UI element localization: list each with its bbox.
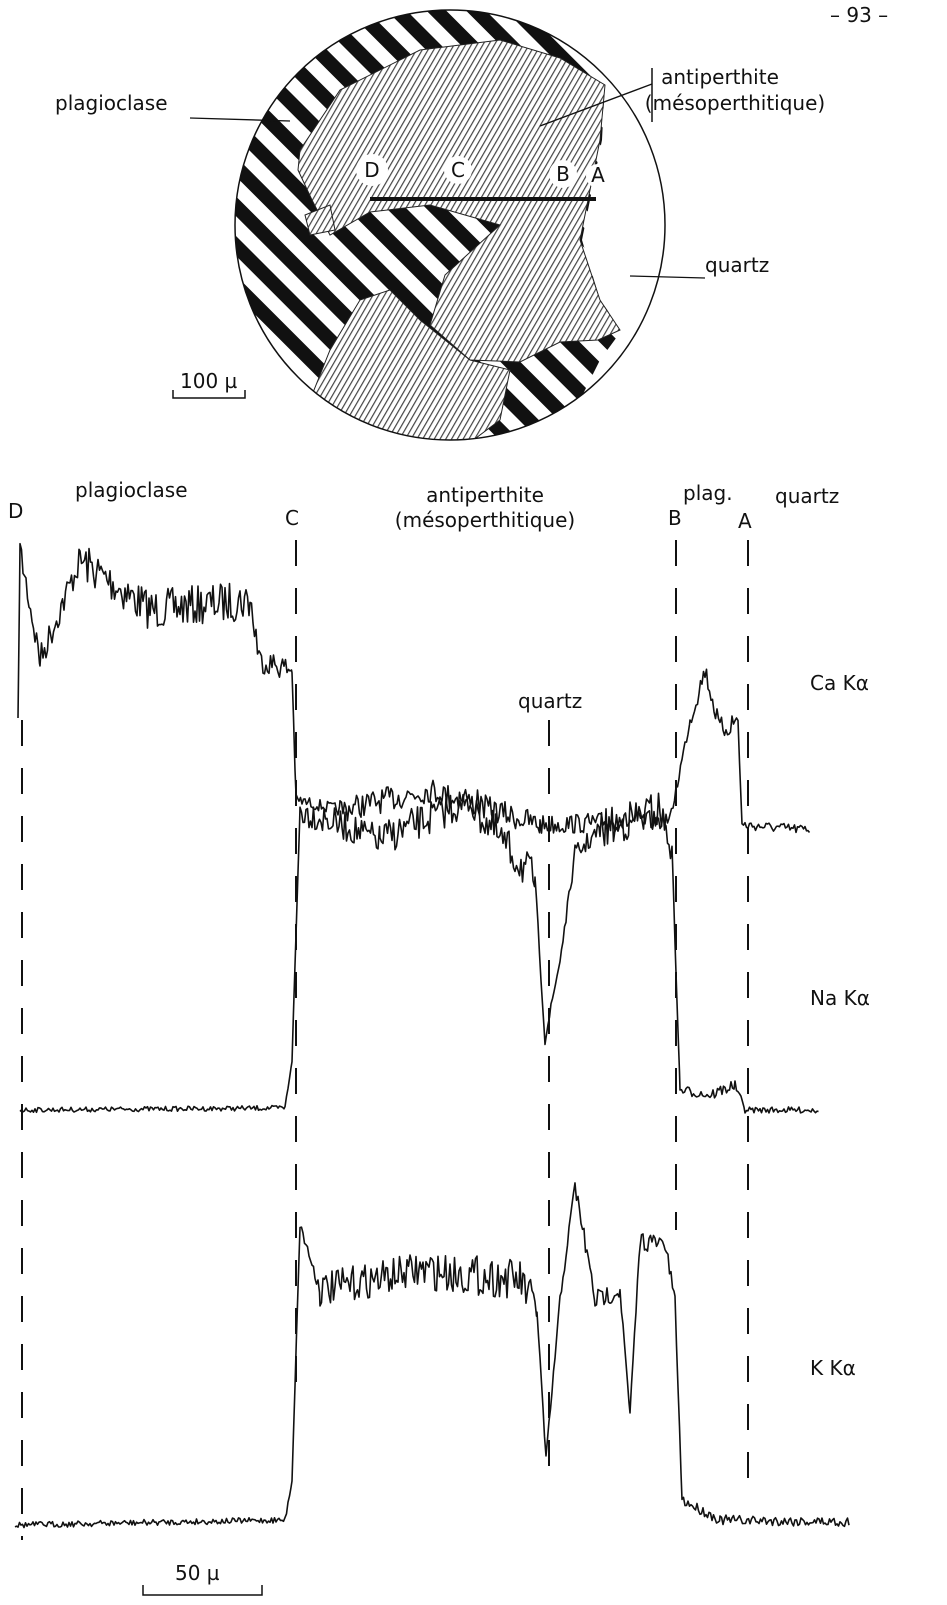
- na-trace: [19, 788, 819, 1114]
- label: (mésoperthitique): [645, 91, 825, 115]
- point-markers: [356, 154, 610, 188]
- point-label: B: [556, 162, 570, 186]
- scale-bar: [172, 390, 246, 399]
- scale-bar: [142, 1585, 263, 1596]
- ca-trace: [17, 542, 811, 834]
- element-label: Ca Kα: [810, 671, 869, 695]
- point-label: A: [738, 509, 752, 533]
- point-label: C: [451, 158, 465, 182]
- zone-label: plagioclase: [75, 478, 188, 502]
- label: quartz: [705, 253, 769, 277]
- page-number: – 93 –: [830, 3, 888, 27]
- zone-label: antiperthite: [426, 483, 544, 507]
- label: plagioclase: [55, 91, 168, 115]
- micrograph-outline: [234, 9, 666, 441]
- leader: [629, 275, 706, 279]
- point-label: D: [364, 158, 379, 182]
- zone-label: plag.: [683, 481, 733, 505]
- point-label: C: [285, 506, 299, 530]
- leader: [539, 83, 653, 127]
- point-label: B: [668, 506, 682, 530]
- element-label: K Kα: [810, 1356, 856, 1380]
- micrograph: [235, 10, 665, 440]
- leader: [189, 117, 291, 122]
- point-label: A: [591, 163, 605, 187]
- scale-label: 100 µ: [180, 369, 238, 393]
- zone-label: quartz: [775, 484, 839, 508]
- zone-label: quartz: [518, 689, 582, 713]
- point-label: D: [8, 499, 23, 523]
- scan-traces: [14, 542, 850, 1529]
- zone-label: (mésoperthitique): [395, 508, 575, 532]
- k-trace: [14, 1182, 850, 1529]
- boundary-lines: [21, 540, 749, 1540]
- scale-label: 50 µ: [175, 1561, 220, 1585]
- label: antiperthite: [661, 65, 779, 89]
- element-label: Na Kα: [810, 986, 870, 1010]
